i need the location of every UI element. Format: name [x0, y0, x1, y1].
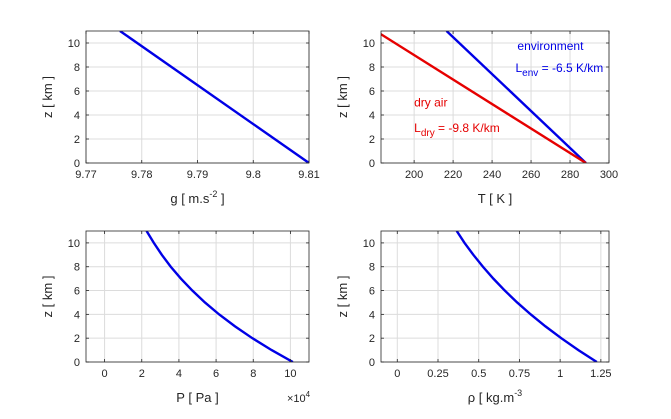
annotation-3: Ldry = -9.8 K/km: [414, 121, 500, 139]
y-tick-label: 6: [369, 86, 375, 98]
series-line-0: [145, 231, 294, 362]
x-axis-multiplier: ×104: [287, 390, 311, 405]
x-axis-label-main: T [ K ]: [478, 191, 512, 206]
annotation-symbol: L: [414, 121, 421, 135]
x-axis-label: T [ K ]: [478, 191, 512, 206]
y-tick-label: 4: [369, 309, 375, 321]
x-tick-label: 9.78: [131, 169, 152, 181]
x-axis-label-main: P [ Pa ]: [176, 390, 218, 405]
y-tick-label: 0: [369, 158, 375, 170]
annotation-subscript: dry: [421, 128, 435, 139]
y-tick-label: 0: [74, 158, 80, 170]
y-tick-label: 4: [74, 110, 80, 122]
x-tick-label: 1.25: [590, 368, 611, 380]
y-tick-label: 8: [369, 262, 375, 274]
y-tick-label: 2: [74, 134, 80, 146]
y-tick-label: 6: [74, 86, 80, 98]
series-line-0: [119, 31, 309, 163]
x-axis-label-main: ρ [ kg.m: [468, 390, 514, 405]
annotation-2: dry air: [414, 96, 447, 110]
y-tick-label: 6: [369, 286, 375, 298]
x-tick-label: 2: [139, 368, 145, 380]
x-tick-label: 200: [405, 169, 423, 181]
subplot-bottom-right: 0 0.25 0.5 0.75 1 1.25 0 2 4 6 8 10 z [ km ] ρ [ kg.m…: [335, 230, 612, 405]
x-tick-label: 260: [522, 169, 540, 181]
y-axis-label: z [ km ]: [335, 76, 350, 118]
y-axis-label: z [ km ]: [40, 76, 55, 118]
x-tick-label: 9.77: [75, 169, 96, 181]
axes-frame: [380, 30, 610, 164]
annotation-value: = -9.8 K/km: [435, 121, 500, 135]
x-tick-label: 10: [284, 368, 296, 380]
x-tick-label: 0: [394, 368, 400, 380]
x-tick-label: 220: [444, 169, 462, 181]
x-tick-label: 8: [250, 368, 256, 380]
annotation-symbol: L: [515, 61, 522, 75]
annotation-0: environment: [517, 39, 584, 53]
y-axis-label: z [ km ]: [40, 276, 55, 318]
x-axis-label-main: g [ m.s: [170, 191, 210, 206]
series-line-0: [445, 31, 587, 163]
y-tick-label: 4: [74, 309, 80, 321]
x-tick-label: 9.79: [187, 169, 208, 181]
x-tick-label: 0: [102, 368, 108, 380]
x-axis-label-superscript: -3: [514, 388, 522, 398]
x-axis-label: g [ m.s-2 ]: [170, 189, 224, 206]
y-tick-label: 2: [369, 333, 375, 345]
x-tick-label: 4: [176, 368, 182, 380]
x-axis-label-superscript: -2: [209, 189, 217, 199]
y-tick-label: 2: [369, 134, 375, 146]
x-tick-label: 9.81: [298, 169, 319, 181]
y-tick-label: 2: [74, 333, 80, 345]
x-tick-label: 240: [483, 169, 501, 181]
y-tick-label: 4: [369, 110, 375, 122]
x-tick-label: 300: [600, 169, 618, 181]
y-tick-label: 0: [74, 357, 80, 369]
y-tick-label: 8: [369, 62, 375, 74]
x-axis-multiplier-exponent: 4: [306, 390, 311, 399]
y-tick-label: 6: [74, 286, 80, 298]
y-tick-label: 10: [363, 38, 375, 50]
annotation-value: = -6.5 K/km: [538, 61, 603, 75]
x-tick-label: 280: [561, 169, 579, 181]
x-axis-label: ρ [ kg.m-3: [468, 388, 522, 405]
annotation-subscript: env: [522, 68, 538, 79]
axes-frame: [380, 230, 610, 363]
x-tick-label: 6: [213, 368, 219, 380]
y-tick-label: 10: [68, 38, 80, 50]
subplot-top-right: 200 220 240 260 280 300 0 2 4 6 8 10 z [ km ] T [ K ]…: [335, 30, 618, 206]
series-line-0: [455, 231, 598, 362]
axes-frame: [85, 230, 310, 363]
x-tick-label: 0.25: [427, 368, 448, 380]
y-tick-label: 10: [68, 238, 80, 250]
x-tick-label: 0.5: [471, 368, 486, 380]
y-tick-label: 8: [74, 262, 80, 274]
y-tick-label: 8: [74, 62, 80, 74]
subplot-top-left: 9.77 9.78 9.79 9.8 9.81 0 2 4 6 8 10 z [ km ] g [ m.…: [40, 30, 320, 206]
y-axis-label: z [ km ]: [335, 276, 350, 318]
x-tick-label: 9.8: [246, 169, 261, 181]
series-line-1: [381, 32, 587, 163]
x-axis-label-end: ]: [217, 191, 224, 206]
y-tick-label: 0: [369, 357, 375, 369]
x-axis-label: P [ Pa ]: [176, 390, 218, 405]
x-axis-multiplier-base: ×10: [287, 393, 306, 405]
annotation-1: Lenv = -6.5 K/km: [515, 61, 603, 79]
x-tick-label: 0.75: [509, 368, 530, 380]
x-tick-label: 1: [557, 368, 563, 380]
y-tick-label: 10: [363, 238, 375, 250]
